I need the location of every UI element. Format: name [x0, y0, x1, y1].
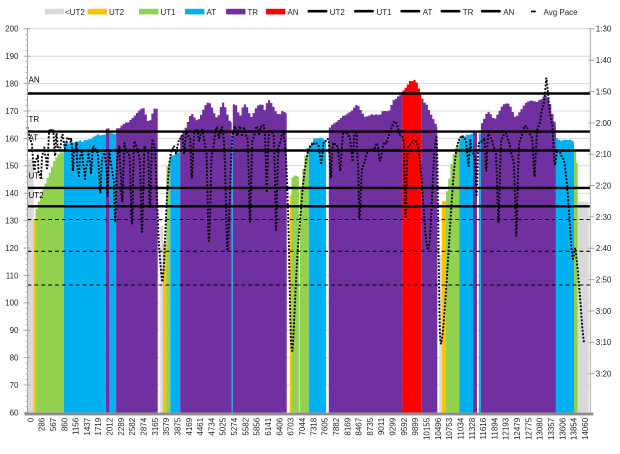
svg-text:6141: 6141	[264, 417, 273, 435]
svg-text:UT2: UT2	[29, 191, 45, 200]
svg-text:11894: 11894	[490, 417, 499, 439]
svg-text:60: 60	[10, 408, 19, 417]
svg-text:TR: TR	[247, 8, 258, 17]
svg-text:13606: 13606	[558, 417, 567, 440]
svg-text:AT: AT	[423, 8, 433, 17]
svg-text:1:40: 1:40	[596, 56, 612, 65]
svg-text:10155: 10155	[423, 417, 432, 440]
svg-text:4169: 4169	[185, 417, 194, 435]
svg-text:<UT2: <UT2	[65, 8, 85, 17]
svg-text:2:00: 2:00	[596, 119, 612, 128]
svg-text:3875: 3875	[174, 417, 183, 435]
svg-text:11616: 11616	[479, 417, 488, 439]
svg-text:1156: 1156	[72, 417, 81, 435]
svg-text:9299: 9299	[389, 417, 398, 435]
svg-text:110: 110	[6, 271, 19, 280]
svg-text:UT1: UT1	[377, 8, 393, 17]
svg-text:5582: 5582	[241, 417, 250, 435]
svg-text:80: 80	[10, 354, 19, 363]
svg-text:100: 100	[5, 299, 19, 308]
svg-text:130: 130	[5, 217, 19, 226]
svg-text:AN: AN	[29, 75, 40, 84]
svg-text:160: 160	[5, 134, 19, 143]
svg-text:9899: 9899	[411, 417, 420, 435]
svg-text:3165: 3165	[151, 417, 160, 435]
svg-text:3:10: 3:10	[596, 338, 612, 347]
svg-text:9592: 9592	[400, 417, 409, 435]
svg-text:70: 70	[10, 381, 19, 390]
svg-text:90: 90	[10, 326, 19, 335]
svg-text:12193: 12193	[502, 417, 511, 440]
svg-text:3:20: 3:20	[596, 370, 612, 379]
svg-text:13854: 13854	[570, 417, 579, 440]
svg-text:286: 286	[38, 417, 47, 431]
svg-text:AN: AN	[287, 8, 298, 17]
svg-text:1:30: 1:30	[596, 25, 612, 34]
svg-text:13357: 13357	[547, 417, 556, 440]
svg-text:150: 150	[5, 162, 19, 171]
svg-text:4461: 4461	[196, 417, 205, 435]
svg-text:13080: 13080	[536, 417, 545, 440]
svg-text:6703: 6703	[287, 417, 296, 435]
svg-text:6406: 6406	[275, 417, 284, 435]
svg-text:2:10: 2:10	[596, 150, 612, 159]
svg-text:2:50: 2:50	[596, 276, 612, 285]
svg-text:AT: AT	[29, 134, 39, 143]
svg-text:2:40: 2:40	[596, 244, 612, 253]
svg-text:2:30: 2:30	[596, 213, 612, 222]
svg-text:UT1: UT1	[29, 172, 45, 181]
svg-text:7318: 7318	[309, 417, 318, 435]
svg-text:AT: AT	[207, 8, 217, 17]
svg-text:11328: 11328	[468, 417, 477, 439]
svg-text:1437: 1437	[83, 417, 92, 435]
svg-text:11034: 11034	[457, 417, 466, 439]
svg-text:7882: 7882	[332, 417, 341, 435]
svg-text:AN: AN	[503, 8, 514, 17]
svg-text:7044: 7044	[298, 417, 307, 435]
svg-text:120: 120	[5, 244, 19, 253]
svg-text:1719: 1719	[94, 417, 103, 435]
svg-text:860: 860	[60, 417, 69, 431]
svg-text:5025: 5025	[219, 417, 228, 435]
svg-text:190: 190	[5, 52, 19, 61]
svg-text:8467: 8467	[355, 417, 364, 435]
svg-text:0: 0	[26, 417, 35, 422]
svg-text:UT1: UT1	[161, 8, 177, 17]
svg-text:567: 567	[49, 417, 58, 431]
svg-text:8735: 8735	[366, 417, 375, 435]
svg-text:170: 170	[5, 107, 19, 116]
svg-text:3579: 3579	[162, 417, 171, 435]
svg-text:12479: 12479	[513, 417, 522, 440]
svg-text:UT2: UT2	[330, 8, 346, 17]
svg-text:1:50: 1:50	[596, 87, 612, 96]
svg-text:9011: 9011	[377, 417, 386, 435]
svg-text:2582: 2582	[128, 417, 137, 435]
svg-text:2874: 2874	[140, 417, 149, 435]
svg-text:7605: 7605	[321, 417, 330, 435]
svg-text:140: 140	[5, 189, 19, 198]
svg-text:2289: 2289	[117, 417, 126, 435]
svg-text:4734: 4734	[207, 417, 216, 435]
svg-text:TR: TR	[29, 115, 40, 124]
svg-text:TR: TR	[463, 8, 474, 17]
svg-text:14060: 14060	[581, 417, 590, 440]
svg-text:200: 200	[5, 25, 19, 34]
svg-text:12775: 12775	[524, 417, 533, 440]
svg-text:2012: 2012	[106, 417, 115, 435]
svg-text:5856: 5856	[253, 417, 262, 435]
svg-text:UT2: UT2	[109, 8, 125, 17]
svg-text:5274: 5274	[230, 417, 239, 435]
svg-text:10753: 10753	[445, 417, 454, 440]
svg-text:180: 180	[5, 80, 19, 89]
svg-text:Avg Pace: Avg Pace	[544, 8, 579, 17]
svg-text:3:00: 3:00	[596, 307, 612, 316]
svg-text:2:20: 2:20	[596, 182, 612, 191]
svg-text:8169: 8169	[343, 417, 352, 435]
svg-text:10496: 10496	[434, 417, 443, 440]
